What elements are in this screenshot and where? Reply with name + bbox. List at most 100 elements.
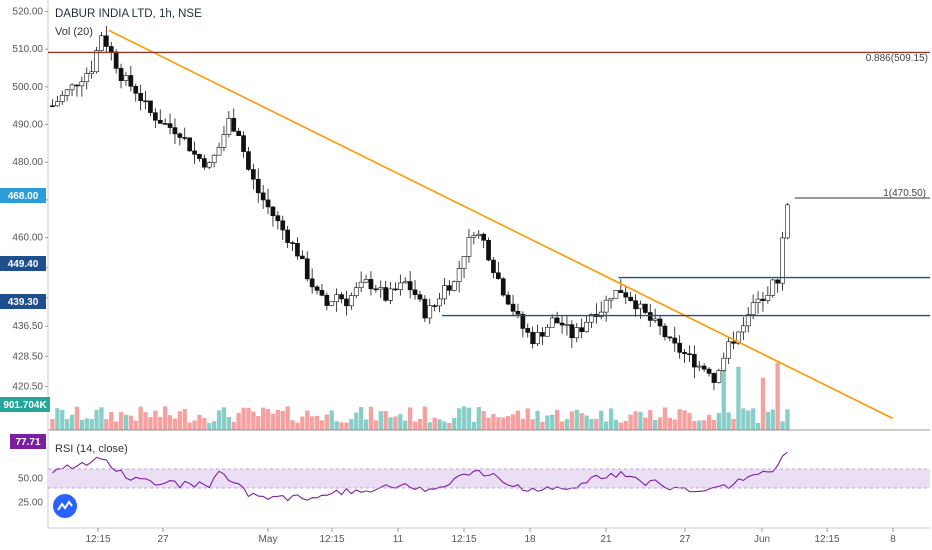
candle-body	[579, 327, 584, 333]
volume-bar	[270, 413, 276, 430]
volume-bar	[545, 415, 550, 430]
candle-body	[246, 151, 251, 170]
candle-body	[143, 100, 148, 103]
volume-bar	[226, 416, 231, 430]
volume-bar	[128, 415, 133, 430]
candle-body	[442, 285, 447, 300]
volume-bar	[133, 420, 138, 430]
volume-bar	[613, 419, 619, 430]
candle-body	[373, 288, 379, 291]
volume-bar	[148, 416, 153, 430]
candle-body	[99, 35, 104, 51]
volume-bar	[177, 411, 182, 430]
volume-bar	[579, 413, 584, 430]
candle-body	[358, 281, 364, 289]
candle-body	[172, 127, 178, 135]
volume-bar	[182, 409, 187, 430]
volume-bar	[608, 408, 614, 430]
volume-bar	[501, 417, 506, 430]
candle-body	[378, 287, 384, 290]
candle-body	[295, 243, 300, 257]
candle-body	[476, 233, 482, 236]
drawings[interactable]: 0.886(509.15) 1(470.50)	[48, 29, 930, 420]
volume-bar	[349, 419, 354, 430]
time-tick-label: 27	[679, 534, 691, 545]
candle-body	[162, 123, 168, 125]
time-tick-label: Jun	[754, 534, 770, 545]
volume-bar	[398, 414, 403, 430]
volume-bar	[305, 410, 310, 430]
candle-body	[569, 324, 575, 339]
volume-bar	[153, 410, 158, 430]
volume-badge-text: 901.704K	[3, 400, 47, 411]
volume-bar	[447, 422, 452, 430]
volume-bar	[256, 416, 261, 430]
price-badge: 468.00	[0, 188, 46, 203]
candle-body	[603, 299, 609, 313]
volume-bar	[746, 410, 751, 430]
candle-body	[589, 313, 594, 323]
volume-bar	[251, 411, 256, 430]
volume-bar	[422, 406, 427, 430]
candle-body	[466, 237, 472, 257]
candle-body	[706, 368, 712, 374]
candle-body	[383, 287, 389, 301]
volume-bar	[192, 420, 197, 430]
candle-body	[50, 105, 55, 108]
time-tick-label: May	[259, 534, 278, 545]
candle-body	[628, 296, 633, 301]
candle-body	[339, 294, 344, 300]
candle-body	[495, 272, 501, 280]
candle-body	[344, 298, 349, 307]
candle-body	[584, 321, 589, 333]
candle-body	[554, 317, 560, 324]
volume-bar	[682, 410, 687, 430]
tradingview-logo-icon[interactable]	[53, 494, 77, 518]
time-tick-label: 12:15	[319, 534, 344, 545]
candle-body	[241, 135, 246, 152]
price-tick-label: 420.50	[12, 381, 43, 392]
price-tick-label: 436.50	[12, 321, 43, 332]
candle-body	[285, 229, 291, 243]
volume-bar	[99, 407, 104, 430]
volume-bar	[187, 422, 192, 430]
volume-bar	[471, 421, 476, 430]
volume-bar	[197, 414, 202, 430]
candle-body	[216, 147, 222, 156]
volume-bar	[314, 415, 320, 430]
candle-body	[118, 68, 124, 81]
volume-bar	[657, 417, 663, 430]
candle-body	[54, 101, 60, 107]
volume-bar	[158, 416, 163, 430]
volume-bar	[540, 421, 545, 430]
volume-bar	[476, 407, 481, 430]
volume-bar	[594, 418, 599, 430]
candle-body	[486, 239, 491, 261]
candle-body	[667, 336, 673, 339]
volume-bar	[692, 421, 697, 430]
candle-body	[481, 233, 487, 241]
candle-body	[290, 242, 295, 244]
candle-body	[432, 305, 438, 307]
trendline[interactable]	[108, 29, 894, 420]
volume-label: Vol (20)	[55, 26, 93, 38]
candle-body	[691, 354, 697, 368]
candle-body	[153, 112, 158, 121]
candle-body	[608, 297, 614, 301]
candle-body	[740, 325, 746, 333]
volume-bar	[775, 362, 780, 430]
candle-body	[613, 290, 619, 299]
candle-body	[133, 86, 139, 94]
volume-bar	[65, 419, 70, 430]
volume-bar	[741, 408, 746, 430]
volume-bar	[207, 422, 212, 430]
volume-bar	[442, 421, 447, 430]
volume-bar	[638, 411, 643, 430]
volume-bar	[202, 418, 207, 430]
volume-bar	[212, 421, 217, 430]
candle-body	[515, 310, 521, 315]
volume-bar	[408, 407, 413, 430]
volume-bar	[466, 407, 472, 430]
volume-bar	[94, 410, 99, 430]
